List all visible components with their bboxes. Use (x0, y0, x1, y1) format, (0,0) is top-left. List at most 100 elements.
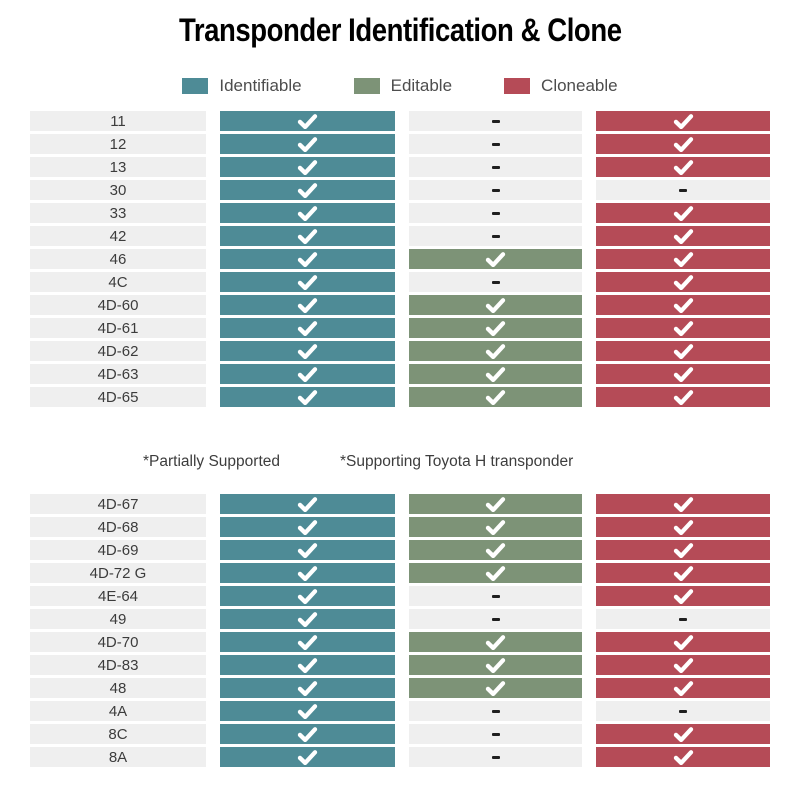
checkmark-icon (673, 749, 693, 765)
cloneable-check-cell (596, 387, 770, 407)
checkmark-icon (485, 634, 506, 650)
checkmark-icon (297, 565, 318, 581)
checkmark-icon (485, 343, 506, 359)
row-label: 4D-70 (30, 632, 206, 652)
checkmark-icon (485, 366, 506, 382)
editable-dash-cell (409, 111, 582, 131)
identifiable-check-cell (220, 111, 395, 131)
checkmark-icon (673, 228, 693, 244)
row-label: 46 (30, 249, 206, 269)
checkmark-icon (297, 680, 318, 696)
editable-check-cell (409, 517, 582, 537)
checkmark-icon (673, 343, 693, 359)
cloneable-dash-cell (596, 609, 770, 629)
dash-mark (491, 617, 500, 621)
checkmark-icon (297, 297, 318, 313)
cloneable-check-cell (596, 249, 770, 269)
identifiable-check-cell (220, 747, 395, 767)
checkmark-icon (297, 113, 318, 129)
cloneable-check-cell (596, 203, 770, 223)
checkmark-icon (297, 343, 318, 359)
checkmark-icon (673, 680, 693, 696)
cloneable-check-cell (596, 134, 770, 154)
cloneable-check-cell (596, 632, 770, 652)
checkmark-icon (673, 136, 693, 152)
identifiable-check-cell (220, 203, 395, 223)
checkmark-icon (297, 274, 318, 290)
row-label: 4D-68 (30, 517, 206, 537)
identifiable-check-cell (220, 249, 395, 269)
row-label: 4D-69 (30, 540, 206, 560)
cloneable-check-cell (596, 540, 770, 560)
row-label: 4D-72 G (30, 563, 206, 583)
row-label: 48 (30, 678, 206, 698)
checkmark-icon (485, 519, 506, 535)
legend-item-editable: Editable (353, 76, 453, 96)
cloneable-check-cell (596, 563, 770, 583)
checkmark-icon (485, 320, 506, 336)
legend-label-editable: Editable (390, 76, 453, 95)
checkmark-icon (673, 519, 693, 535)
cloneable-check-cell (596, 157, 770, 177)
checkmark-icon (673, 726, 693, 742)
dash-mark (491, 755, 500, 759)
checkmark-icon (297, 519, 318, 535)
row-label: 8A (30, 747, 206, 767)
cloneable-check-cell (596, 318, 770, 338)
cloneable-dash-cell (596, 180, 770, 200)
identifiable-check-cell (220, 272, 395, 292)
legend: Identifiable Editable Cloneable (0, 76, 800, 96)
page-title: Transponder Identification & Clone (178, 12, 622, 48)
dash-mark (491, 594, 500, 598)
row-label: 42 (30, 226, 206, 246)
checkmark-icon (673, 588, 693, 604)
editable-check-cell (409, 341, 582, 361)
row-label: 4D-60 (30, 295, 206, 315)
checkmark-icon (485, 680, 506, 696)
checkmark-icon (297, 159, 318, 175)
editable-check-cell (409, 364, 582, 384)
cloneable-check-cell (596, 747, 770, 767)
row-label: 4D-61 (30, 318, 206, 338)
editable-check-cell (409, 249, 582, 269)
row-label: 13 (30, 157, 206, 177)
row-label: 4D-62 (30, 341, 206, 361)
editable-swatch-icon (353, 78, 380, 94)
row-label: 4D-67 (30, 494, 206, 514)
cloneable-check-cell (596, 111, 770, 131)
checkmark-icon (297, 366, 318, 382)
row-label: 11 (30, 111, 206, 131)
note-toyota-h: *Supporting Toyota H transponder (340, 453, 574, 470)
row-label: 4C (30, 272, 206, 292)
row-label: 33 (30, 203, 206, 223)
editable-check-cell (409, 632, 582, 652)
editable-check-cell (409, 655, 582, 675)
identifiable-check-cell (220, 295, 395, 315)
dash-mark (491, 119, 500, 123)
legend-label-cloneable: Cloneable (541, 76, 618, 95)
identifiable-check-cell (220, 226, 395, 246)
identifiable-check-cell (220, 701, 395, 721)
cloneable-check-cell (596, 494, 770, 514)
cloneable-check-cell (596, 272, 770, 292)
row-label: 4A (30, 701, 206, 721)
checkmark-icon (297, 320, 318, 336)
dash-mark (679, 709, 687, 713)
dash-mark (679, 188, 687, 192)
editable-dash-cell (409, 724, 582, 744)
header: Transponder Identification & Clone (0, 12, 800, 49)
row-label: 4D-83 (30, 655, 206, 675)
cloneable-dash-cell (596, 701, 770, 721)
checkmark-icon (673, 634, 693, 650)
checkmark-icon (673, 366, 693, 382)
cloneable-check-cell (596, 295, 770, 315)
dash-mark (491, 211, 500, 215)
editable-dash-cell (409, 157, 582, 177)
editable-check-cell (409, 494, 582, 514)
editable-check-cell (409, 387, 582, 407)
checkmark-icon (673, 205, 693, 221)
editable-dash-cell (409, 180, 582, 200)
editable-check-cell (409, 318, 582, 338)
legend-label-identifiable: Identifiable (219, 76, 302, 95)
checkmark-icon (297, 703, 318, 719)
